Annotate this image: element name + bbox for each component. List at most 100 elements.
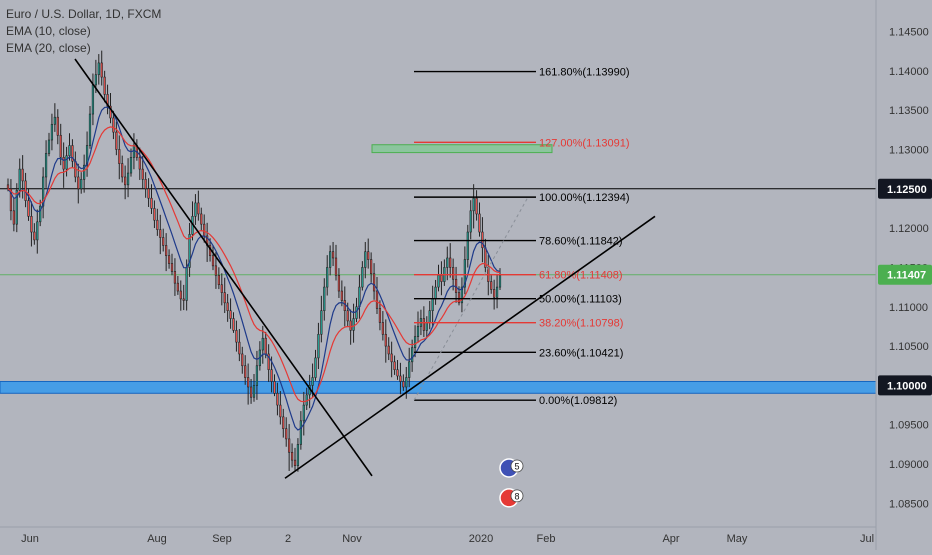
- candle-body: [182, 298, 185, 301]
- candle-body: [170, 263, 174, 272]
- price-label-box[interactable]: [878, 264, 932, 285]
- time-tick-label: Aug: [147, 533, 167, 545]
- candle-body: [434, 286, 437, 300]
- candle-body: [449, 257, 452, 268]
- candle-body: [232, 318, 235, 331]
- price-label-text: 1.10000: [887, 380, 927, 392]
- candle-body: [144, 179, 147, 190]
- candle-body: [247, 377, 250, 388]
- candle-body: [293, 459, 297, 466]
- target-zone[interactable]: [371, 144, 553, 154]
- ema10-legend[interactable]: EMA (10, close): [6, 24, 91, 38]
- support-zone[interactable]: [0, 380, 877, 394]
- candle-body: [226, 302, 229, 311]
- candle-body: [103, 76, 106, 95]
- candle-body: [469, 210, 472, 233]
- badge-count: 8: [514, 491, 519, 501]
- candle-body: [150, 197, 153, 209]
- time-tick-label: Sep: [212, 533, 232, 545]
- candle-body: [296, 444, 300, 466]
- candle-body: [431, 298, 434, 311]
- candle-body: [460, 286, 464, 304]
- symbol-title[interactable]: Euro / U.S. Dollar, 1D, FXCM: [6, 7, 162, 21]
- ema20-legend[interactable]: EMA (20, close): [6, 41, 91, 55]
- candle-body: [188, 234, 191, 268]
- price-tick-label: 1.09000: [889, 459, 929, 471]
- candle-body: [463, 259, 466, 288]
- candle-body: [88, 113, 92, 146]
- trendlines[interactable]: [74, 58, 656, 479]
- fib-extension-tool[interactable]: 161.80%(1.13990) 127.00%(1.13091) 100.00%(…: [413, 67, 630, 408]
- candle-body: [255, 365, 259, 386]
- candle-body: [384, 333, 387, 347]
- candle-body: [56, 116, 59, 136]
- ema20-line: [7, 126, 501, 403]
- candle-body: [167, 255, 171, 264]
- candle-body: [326, 267, 329, 288]
- badge-count-bubble: [510, 459, 524, 473]
- candle-body: [238, 341, 241, 355]
- time-axis[interactable]: Jun Aug Sep 2 Nov 2020 Feb Apr May Jul: [21, 533, 874, 545]
- time-tick-label: Feb: [537, 533, 556, 545]
- time-tick-label: Apr: [662, 533, 679, 545]
- candle-body: [493, 289, 496, 298]
- candle-body: [44, 153, 48, 178]
- chart-legend: Euro / U.S. Dollar, 1D, FXCM EMA (10, cl…: [6, 6, 161, 57]
- candle-body: [375, 290, 379, 309]
- price-label-box[interactable]: [878, 178, 932, 199]
- ema-lines: [7, 106, 501, 431]
- candle-body: [83, 164, 86, 180]
- candle-body: [197, 202, 200, 215]
- candle-body: [396, 369, 399, 377]
- candle-body: [6, 184, 10, 190]
- candle-body: [15, 190, 18, 225]
- candle-body: [147, 188, 150, 199]
- candle-body: [422, 318, 425, 331]
- time-tick-label: Jul: [860, 533, 874, 545]
- candle-body: [343, 300, 346, 311]
- candle-body: [217, 274, 220, 286]
- uptrend-line[interactable]: [284, 215, 656, 479]
- event-badge[interactable]: 5: [499, 458, 524, 478]
- candle-body: [165, 245, 168, 256]
- candle-body: [71, 145, 74, 162]
- candle-body: [387, 345, 390, 355]
- candle-body: [118, 149, 121, 164]
- event-badge[interactable]: 8: [499, 488, 524, 508]
- fib-level-label: 161.80%(1.13990): [539, 67, 630, 79]
- candle-body: [475, 197, 478, 215]
- candle-body: [367, 251, 370, 260]
- candle-body: [317, 333, 320, 359]
- price-label-box[interactable]: [878, 375, 932, 396]
- price-axis[interactable]: 1.14500 1.14000 1.13500 1.13000 1.12500 1.120…: [878, 26, 932, 510]
- candle-body: [50, 123, 54, 141]
- candle-body: [290, 451, 294, 461]
- candle-body: [100, 62, 103, 78]
- candle-body: [393, 361, 396, 370]
- candle-body: [68, 145, 71, 157]
- candle-body: [27, 200, 30, 217]
- candle-body: [279, 404, 282, 418]
- time-tick-label: 2020: [469, 533, 493, 545]
- candle-body: [235, 330, 238, 343]
- candle-body: [355, 306, 358, 319]
- candle-body: [329, 251, 332, 268]
- candle-body: [352, 318, 355, 331]
- candle-body: [241, 353, 244, 367]
- candle-body: [121, 163, 124, 178]
- time-tick-label: May: [727, 533, 748, 545]
- price-tick-label: 1.14000: [889, 66, 929, 78]
- candle-body: [156, 219, 159, 230]
- fib-level-label: 61.80%(1.11408): [539, 270, 623, 282]
- price-label-text: 1.11407: [887, 270, 926, 282]
- candle-body: [12, 210, 15, 225]
- candle-body: [141, 168, 144, 180]
- candle-body: [276, 392, 279, 406]
- candle-body: [454, 278, 458, 293]
- candle-body: [249, 386, 253, 398]
- downtrend-line[interactable]: [74, 58, 373, 477]
- badge-count-bubble: [510, 489, 524, 503]
- candle-body: [370, 259, 373, 275]
